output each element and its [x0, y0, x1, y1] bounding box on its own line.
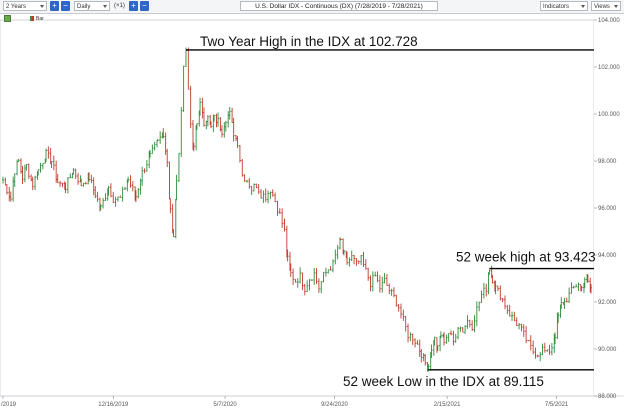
- chevron-down-icon: [581, 5, 585, 8]
- y-tick-label: 96.000: [598, 206, 617, 212]
- chart-toolbar: 2 Years + − Daily (×1) + − U.S. Dollar I…: [0, 0, 624, 14]
- remove-button[interactable]: −: [140, 1, 149, 11]
- x-tick-label: /2019: [1, 402, 17, 408]
- x-tick-label: 12/16/2019: [98, 402, 129, 408]
- chevron-down-icon: [614, 5, 618, 8]
- indicators-label: Indicators: [543, 4, 570, 10]
- zoom-in-button[interactable]: +: [50, 1, 59, 11]
- zoom-out-button[interactable]: −: [61, 1, 70, 11]
- y-tick-label: 104.000: [598, 18, 620, 24]
- chevron-down-icon: [40, 5, 44, 8]
- bar-legend-icon: [30, 16, 34, 21]
- y-tick-label: 100.000: [598, 112, 620, 118]
- chart-title: U.S. Dollar IDX - Continuous (DX) (7/28/…: [240, 1, 438, 11]
- annotation-label: 52 week Low in the IDX at 89.115: [343, 374, 544, 389]
- interval-select[interactable]: Daily: [74, 1, 110, 11]
- x-tick-label: 7/5/2021: [545, 402, 569, 408]
- views-select[interactable]: Views: [591, 1, 621, 11]
- legend-label: Bar: [36, 16, 44, 22]
- y-tick-label: 102.000: [598, 65, 620, 71]
- x-tick-label: 9/24/2020: [321, 402, 348, 408]
- period-select[interactable]: 2 Years: [3, 1, 47, 11]
- settings-icon[interactable]: [4, 15, 11, 22]
- interval-select-label: Daily: [77, 4, 91, 10]
- x-tick-label: 5/7/2020: [213, 402, 237, 408]
- y-tick-label: 94.000: [598, 253, 617, 259]
- annotation-label: Two Year High in the IDX at 102.728: [200, 34, 418, 49]
- multiplier-label: (×1): [114, 3, 125, 9]
- annotation-label: 52 week high at 93.423: [456, 250, 596, 265]
- x-tick-label: 2/15/2021: [434, 402, 461, 408]
- chart-legend: Bar: [30, 16, 44, 22]
- add-button[interactable]: +: [129, 1, 138, 11]
- chevron-down-icon: [103, 5, 107, 8]
- indicators-select[interactable]: Indicators: [540, 1, 588, 11]
- y-tick-label: 98.000: [598, 159, 617, 165]
- y-tick-label: 92.000: [598, 300, 617, 306]
- views-label: Views: [594, 4, 610, 10]
- price-chart[interactable]: 104.000 102.000 100.000 98.000 96.000 94.000 9…: [0, 13, 624, 413]
- plot-area: [0, 19, 595, 397]
- y-tick-label: 90.000: [598, 347, 617, 353]
- period-select-label: 2 Years: [6, 4, 27, 10]
- y-axis-area: [594, 20, 624, 396]
- y-tick-label: 88.000: [598, 394, 617, 400]
